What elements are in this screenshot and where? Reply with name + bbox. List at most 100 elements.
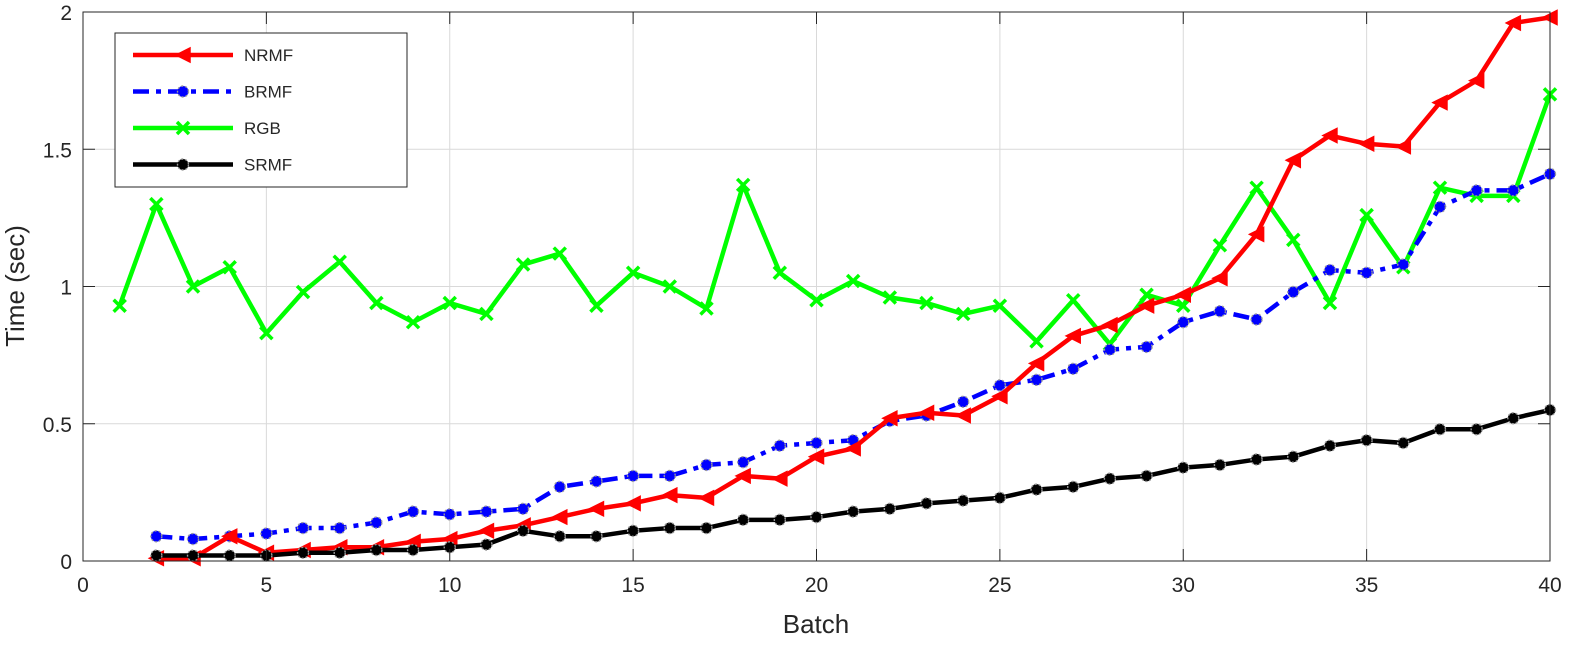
- data-point: [553, 480, 566, 494]
- data-point: [810, 436, 823, 450]
- data-point: [370, 516, 383, 529]
- data-point: [1433, 200, 1447, 214]
- x-tick-label: 10: [438, 574, 461, 597]
- legend-label: BRMF: [244, 83, 292, 102]
- y-tick-label: 1: [60, 277, 72, 300]
- data-point: [296, 546, 310, 559]
- marker-stroke: [992, 298, 1008, 313]
- data-point: [736, 455, 750, 469]
- data-point: [920, 497, 933, 510]
- data-point: [590, 475, 603, 488]
- data-point: [626, 524, 640, 538]
- data-point: [697, 489, 715, 507]
- legend-item-brmf: BRMF: [133, 83, 292, 102]
- data-point: [442, 295, 457, 311]
- marker-stroke: [259, 325, 274, 341]
- legend-marker: [174, 46, 191, 64]
- legend-marker: [176, 158, 190, 171]
- data-point: [919, 295, 934, 311]
- data-point: [406, 543, 420, 557]
- data-point: [624, 495, 641, 512]
- data-point: [223, 549, 236, 562]
- marker-stroke: [442, 295, 457, 311]
- data-point: [1470, 423, 1483, 436]
- data-point: [1137, 297, 1155, 314]
- data-point: [992, 298, 1008, 313]
- legend-label: NRMF: [244, 46, 293, 65]
- data-point: [515, 257, 531, 272]
- data-point: [1394, 138, 1412, 155]
- data-point: [186, 549, 200, 562]
- data-point: [773, 439, 787, 452]
- marker-stroke: [1176, 298, 1191, 313]
- data-point: [1432, 180, 1448, 195]
- tick-marks: [82, 11, 1551, 562]
- marker-stroke: [1029, 334, 1044, 349]
- x-tick-label: 35: [1355, 574, 1378, 597]
- legend-item-srmf: SRMF: [133, 156, 292, 175]
- data-point: [186, 532, 200, 546]
- data-point: [480, 505, 493, 518]
- data-point: [1249, 180, 1264, 195]
- marker-stroke: [735, 177, 751, 193]
- data-point: [1030, 483, 1043, 496]
- marker-stroke: [1249, 180, 1264, 195]
- legend-marker: [176, 85, 190, 98]
- data-point: [736, 513, 750, 527]
- data-point: [260, 527, 273, 540]
- data-point: [333, 546, 346, 559]
- x-tick-label: 40: [1538, 574, 1561, 597]
- data-point: [477, 522, 495, 540]
- marker-stroke: [625, 265, 641, 281]
- data-point: [1360, 266, 1373, 279]
- data-point: [1027, 355, 1045, 372]
- data-point: [773, 513, 787, 527]
- data-point: [296, 521, 310, 535]
- data-point: [955, 306, 971, 322]
- marker-stroke: [369, 295, 384, 311]
- data-point: [552, 246, 568, 261]
- marker-stroke: [919, 295, 934, 311]
- data-point: [112, 298, 127, 313]
- data-point: [1177, 461, 1190, 474]
- data-point: [809, 292, 824, 308]
- data-point: [1250, 313, 1263, 326]
- data-point: [663, 521, 676, 535]
- data-point: [735, 177, 751, 193]
- marker-stroke: [332, 254, 347, 270]
- data-point: [1064, 327, 1081, 345]
- legend-item-rgb: RGB: [133, 119, 281, 138]
- data-point: [1507, 412, 1520, 425]
- data-point: [516, 524, 530, 538]
- data-point: [259, 325, 274, 341]
- legend-item-nrmf: NRMF: [133, 46, 293, 65]
- y-tick-label: 0.5: [43, 414, 72, 437]
- data-point: [370, 543, 383, 557]
- marker-stroke: [1322, 295, 1338, 311]
- data-point: [1101, 316, 1118, 334]
- data-point: [480, 538, 493, 551]
- data-point: [1359, 207, 1374, 223]
- data-point: [1357, 135, 1375, 152]
- marker-stroke: [1432, 180, 1448, 195]
- data-point: [883, 502, 897, 516]
- data-point: [1504, 14, 1522, 32]
- x-tick-label: 30: [1172, 574, 1195, 597]
- data-point: [771, 470, 788, 487]
- marker-stroke: [1359, 207, 1374, 223]
- data-point: [993, 379, 1007, 392]
- data-point: [993, 491, 1007, 505]
- legend: NRMF BRMF RGB SRMF: [114, 32, 408, 188]
- data-point: [1397, 258, 1410, 271]
- x-tick-label: 5: [261, 574, 273, 597]
- data-point: [221, 528, 238, 545]
- data-point: [405, 314, 421, 330]
- tick-labels: 0 5 10 15 20 25 30 35 40 0 0.5 1 1.5 2: [43, 2, 1562, 597]
- data-point: [1103, 472, 1117, 485]
- series-line: [117, 93, 1553, 347]
- data-point: [149, 196, 164, 212]
- data-point: [626, 469, 640, 483]
- series-rgb: [112, 87, 1558, 352]
- marker-stroke: [1065, 292, 1081, 308]
- data-point: [1507, 184, 1520, 197]
